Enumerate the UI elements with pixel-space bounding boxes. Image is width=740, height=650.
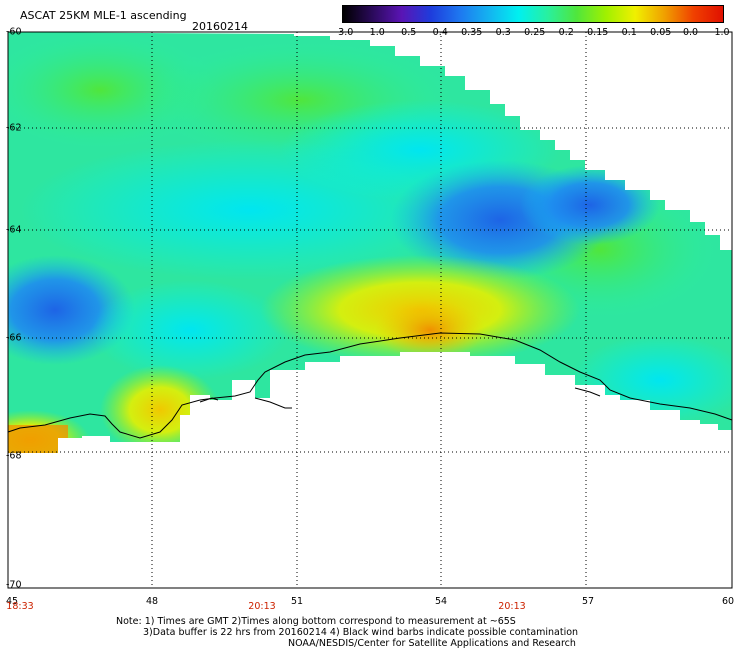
lon-label: 60	[721, 596, 735, 607]
lon-label: 45	[5, 596, 19, 607]
color-scale-label: -3.0	[334, 27, 354, 38]
graticule	[8, 32, 732, 588]
lon-label: 54	[434, 596, 448, 607]
lat-label: -66	[6, 332, 22, 344]
color-scale-label: -0.05	[646, 27, 672, 38]
map-title: ASCAT 25KM MLE-1 ascending	[20, 9, 187, 22]
color-scale-label: -0.3	[492, 27, 511, 38]
time-label: 20:13	[498, 601, 526, 612]
color-scale-label: -0.35	[457, 27, 483, 38]
color-scale-label: -1.0	[366, 27, 385, 38]
time-label: 18:33	[6, 601, 34, 612]
color-scale-label: -0.4	[429, 27, 448, 38]
color-scale-label: -0.25	[520, 27, 546, 38]
lon-label: 57	[581, 596, 595, 607]
time-label: 20:13	[248, 601, 276, 612]
color-scale-label: -0.1	[618, 27, 637, 38]
lon-label: 51	[290, 596, 304, 607]
lat-label: -70	[6, 579, 22, 591]
note-line: 3)Data buffer is 22 hrs from 20160214 4)…	[143, 627, 579, 638]
lat-label: -64	[6, 224, 22, 236]
lon-label: 48	[145, 596, 159, 607]
color-scale-label: -0.5	[397, 27, 417, 38]
color-scale-bar	[342, 5, 724, 23]
coastline-islands	[199, 387, 601, 409]
lat-label: -62	[6, 122, 22, 134]
lat-label: -60	[6, 26, 22, 38]
map-date: 20160214	[192, 20, 248, 33]
color-scale-label: 1.0	[714, 27, 730, 38]
lat-label: -68	[6, 450, 22, 462]
color-scale-label: -0.15	[583, 27, 609, 38]
plot-frame	[7, 31, 733, 589]
note-line: NOAA/NESDIS/Center for Satellite Applica…	[288, 638, 576, 649]
color-scale-label: -0.2	[555, 27, 574, 38]
coastline	[7, 332, 733, 439]
note-line: Note: 1) Times are GMT 2)Times along bot…	[116, 616, 516, 627]
color-scale-label: 0.0	[682, 27, 699, 38]
